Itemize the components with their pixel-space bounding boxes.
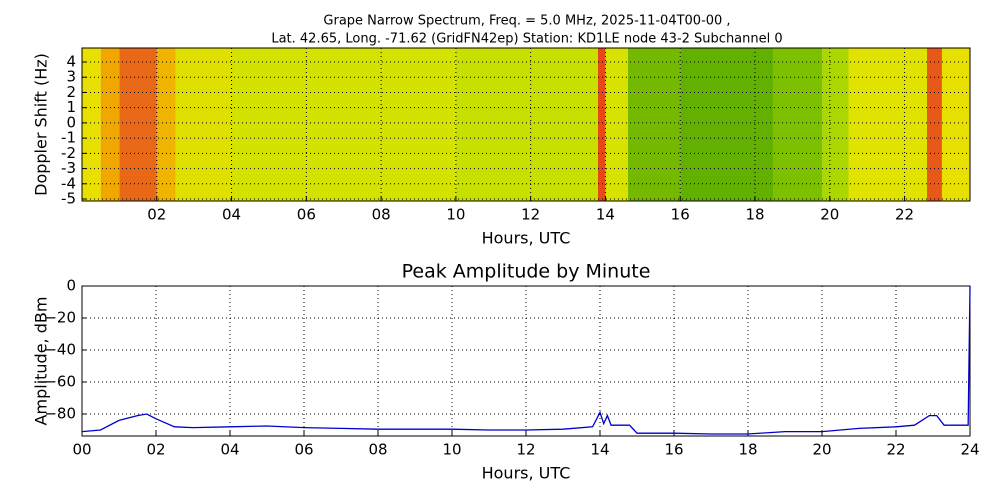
x-tick-label: 22 — [886, 441, 905, 459]
spectrum-band — [927, 48, 942, 201]
x-tick-label: 02 — [146, 441, 165, 459]
x-tick-label: 22 — [895, 206, 914, 224]
x-tick-label: 02 — [147, 206, 166, 224]
x-tick-label: 14 — [596, 206, 615, 224]
y-tick-label: -1 — [61, 129, 76, 147]
spectrum-band — [82, 48, 101, 201]
x-tick-label: 04 — [222, 206, 241, 224]
spectrum-band — [848, 48, 928, 201]
x-tick-label: 24 — [960, 441, 979, 459]
spectrum-band — [231, 48, 456, 201]
chart-title: Lat. 42.65, Long. -71.62 (GridFN42ep) St… — [271, 32, 782, 47]
x-axis-label: Hours, UTC — [482, 229, 571, 248]
x-tick-label: 16 — [671, 206, 690, 224]
spectrum-band — [175, 48, 232, 201]
x-tick-label: 08 — [372, 206, 391, 224]
y-tick-label: 4 — [66, 53, 76, 71]
plot-frame — [81, 47, 971, 202]
x-tick-label: 18 — [745, 206, 764, 224]
x-tick-label: 10 — [446, 206, 465, 224]
spectrum-band — [100, 48, 120, 201]
spectrum-band — [156, 48, 176, 201]
x-tick-label: 12 — [516, 441, 535, 459]
y-tick-label: 0 — [66, 113, 76, 131]
x-tick-label: 08 — [368, 441, 387, 459]
y-tick-label: 2 — [66, 83, 76, 101]
spectrum-band — [941, 48, 970, 201]
spectrum-band — [455, 48, 598, 201]
x-tick-label: 20 — [812, 441, 831, 459]
amplitude-line — [81, 285, 971, 435]
y-tick-label: -2 — [61, 144, 76, 162]
x-tick-label: 12 — [521, 206, 540, 224]
y-tick-label: −20 — [44, 309, 76, 327]
y-tick-label: −80 — [44, 405, 76, 423]
spectrum-band — [605, 48, 628, 201]
x-tick-label: 06 — [297, 206, 316, 224]
y-tick-label: -4 — [61, 174, 76, 192]
y-axis-label: Doppler Shift (Hz) — [32, 53, 51, 196]
y-tick-label: -3 — [61, 159, 76, 177]
chart-title: Grape Narrow Spectrum, Freq. = 5.0 MHz, … — [323, 14, 730, 29]
spectrum-band — [773, 48, 823, 201]
spectrum-band — [627, 48, 681, 201]
x-tick-label: 14 — [590, 441, 609, 459]
x-tick-label: 16 — [664, 441, 683, 459]
spectrum-band — [597, 48, 606, 201]
x-tick-label: 00 — [72, 441, 91, 459]
spectrum-band — [822, 48, 849, 201]
spectrum-band — [680, 48, 774, 201]
x-tick-label: 18 — [738, 441, 757, 459]
y-tick-label: −60 — [44, 373, 76, 391]
y-tick-label: 0 — [66, 277, 76, 295]
x-axis-label: Hours, UTC — [482, 464, 571, 483]
y-tick-label: -5 — [61, 190, 76, 208]
chart-title: Peak Amplitude by Minute — [402, 261, 651, 283]
y-tick-label: 3 — [66, 68, 76, 86]
x-tick-label: 04 — [220, 441, 239, 459]
spectrum-band — [119, 48, 157, 201]
x-tick-label: 06 — [294, 441, 313, 459]
y-axis-label: Amplitude, dBm — [32, 297, 51, 426]
x-tick-label: 20 — [820, 206, 839, 224]
y-tick-label: −40 — [44, 341, 76, 359]
x-tick-label: 10 — [442, 441, 461, 459]
plot-frame — [81, 285, 971, 437]
y-tick-label: 1 — [66, 98, 76, 116]
